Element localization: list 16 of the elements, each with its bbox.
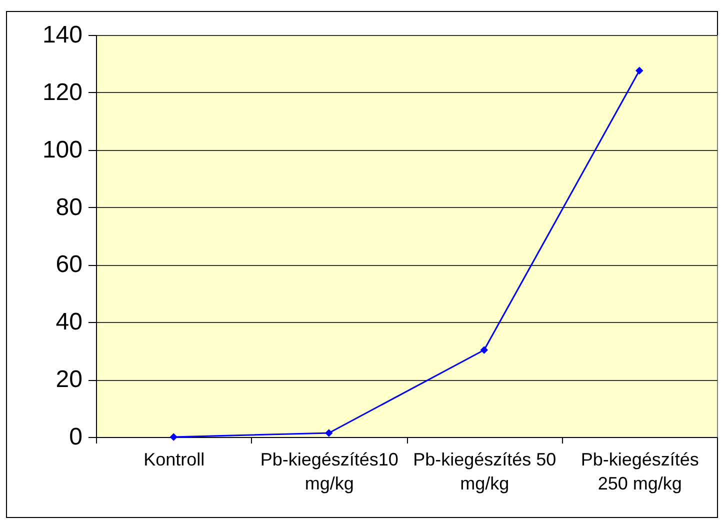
x-tick-label: Pb-kiegészítés 50 mg/kg	[413, 450, 556, 494]
y-tick-label: 100	[42, 136, 82, 164]
y-tick-label: 140	[42, 22, 82, 48]
point	[480, 346, 488, 354]
y-tick-label: 80	[56, 194, 82, 221]
y-tick-label: 60	[56, 251, 82, 278]
y-tick-label: 40	[56, 308, 82, 336]
x-tick-label: Pb-kiegészítés10 mg/kg	[260, 450, 398, 494]
y-tick-label: 0	[69, 424, 82, 450]
point	[325, 429, 333, 437]
y-tick-label: 20	[56, 366, 82, 394]
point	[636, 66, 644, 74]
x-tick-label: Kontroll	[144, 450, 205, 470]
x-tick-label: Pb-kiegészítés 250 mg/kg	[580, 450, 699, 494]
y-tick-label: 120	[42, 78, 82, 106]
point	[170, 433, 178, 441]
